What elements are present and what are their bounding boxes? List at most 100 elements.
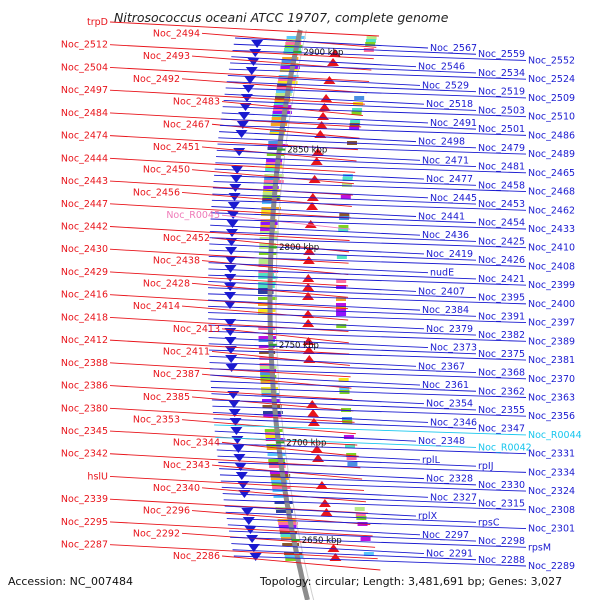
right-leader-line xyxy=(221,112,429,124)
left-gene-label: Noc_2342 xyxy=(61,449,108,460)
right-gene-label: Noc_2559 xyxy=(478,49,525,60)
feature-block xyxy=(351,111,362,115)
feature-block xyxy=(273,105,292,108)
right-leader-line xyxy=(218,137,477,149)
feature-block xyxy=(263,183,278,186)
topology-label: Topology: circular; Length: 3,481,691 bp… xyxy=(259,575,562,588)
left-leader-line xyxy=(181,532,376,548)
feature-block xyxy=(258,261,273,264)
right-gene-label: Noc_2301 xyxy=(528,524,575,535)
left-leader-line xyxy=(109,66,370,82)
right-leader-line xyxy=(224,505,417,517)
scale-tick-label: 2850 kbp xyxy=(287,146,327,156)
feature-block xyxy=(265,162,283,165)
feature-block xyxy=(336,324,347,328)
feature-block xyxy=(282,57,299,60)
feature-block xyxy=(336,312,347,316)
reverse-strand-arrow xyxy=(310,445,323,453)
right-gene-label: Noc_2346 xyxy=(430,417,477,428)
accession-label: Accession: NC_007484 xyxy=(8,575,133,588)
right-leader-line xyxy=(209,237,527,249)
right-leader-line xyxy=(224,93,425,105)
feature-block xyxy=(354,96,365,100)
feature-block xyxy=(365,42,376,46)
right-gene-label: Noc_2445 xyxy=(430,193,477,204)
left-gene-label: Noc_2295 xyxy=(61,517,108,528)
left-leader-line xyxy=(109,521,373,537)
left-leader-line xyxy=(201,260,349,276)
feature-block xyxy=(262,192,277,195)
right-gene-label: Noc_2481 xyxy=(478,162,525,173)
right-leader-line xyxy=(214,168,425,180)
feature-block xyxy=(269,132,285,135)
left-gene-label: Noc_2483 xyxy=(173,97,220,108)
left-gene-label: Noc_2414 xyxy=(133,301,180,312)
right-gene-label: Noc_2529 xyxy=(422,80,469,91)
right-gene-label: Noc_2552 xyxy=(528,55,575,66)
right-gene-label: Noc_2454 xyxy=(478,218,525,229)
reverse-strand-arrow xyxy=(328,49,341,57)
left-leader-line xyxy=(109,339,350,355)
right-gene-label: Noc_2288 xyxy=(478,555,525,566)
right-leader-line xyxy=(217,455,477,467)
right-leader-line xyxy=(208,330,527,342)
right-gene-label: rpsC xyxy=(478,517,500,528)
feature-block xyxy=(274,99,291,102)
forward-strand-arrow xyxy=(224,256,237,264)
right-leader-line xyxy=(225,87,527,99)
feature-block xyxy=(260,225,277,228)
right-gene-label: Noc_2468 xyxy=(528,187,575,198)
feature-block xyxy=(260,372,275,375)
right-leader-line xyxy=(219,474,477,486)
right-leader-line xyxy=(230,536,527,548)
right-gene-label: rpIJ xyxy=(478,461,494,472)
left-gene-label: Noc_2467 xyxy=(163,119,210,130)
scale-tick-label: 2750 kbp xyxy=(279,341,319,351)
feature-block xyxy=(265,435,281,438)
feature-block xyxy=(355,513,366,517)
right-leader-line xyxy=(212,187,429,199)
forward-strand-arrow xyxy=(245,67,258,75)
right-leader-line xyxy=(228,530,477,542)
feature-block xyxy=(276,87,293,90)
right-leader-line xyxy=(232,549,477,561)
reverse-strand-arrow xyxy=(315,481,328,489)
right-gene-label: Noc_2471 xyxy=(422,155,469,166)
right-leader-line xyxy=(209,243,425,255)
right-leader-line xyxy=(212,193,477,205)
right-gene-label: Noc_2486 xyxy=(528,130,575,141)
left-gene-label: Noc_2512 xyxy=(61,40,108,51)
feature-block xyxy=(258,282,276,285)
feature-block xyxy=(266,153,285,156)
reverse-strand-arrow xyxy=(310,157,323,165)
feature-block xyxy=(352,108,363,112)
forward-strand-arrow xyxy=(230,175,243,183)
right-gene-label: Noc_2518 xyxy=(426,99,473,110)
right-leader-line xyxy=(232,50,527,61)
right-gene-label: Noc_2503 xyxy=(478,105,525,116)
left-gene-label: Noc_2339 xyxy=(61,494,108,505)
feature-block xyxy=(268,459,285,462)
left-gene-label: Noc_2411 xyxy=(163,346,210,357)
right-leader-line xyxy=(210,380,477,392)
left-leader-line xyxy=(201,487,367,503)
right-leader-line xyxy=(221,486,429,498)
feature-block xyxy=(264,177,280,180)
forward-strand-arrow xyxy=(226,220,239,228)
reverse-strand-arrow xyxy=(307,418,320,426)
right-leader-line xyxy=(233,43,477,55)
right-gene-label: Noc_2421 xyxy=(478,274,525,285)
feature-block xyxy=(282,543,300,546)
left-leader-line xyxy=(191,396,354,412)
left-gene-label: Noc_2418 xyxy=(61,312,108,323)
feature-block xyxy=(278,78,297,81)
left-gene-label: Noc_2442 xyxy=(61,222,108,233)
left-gene-label: Noc_2474 xyxy=(61,131,108,142)
right-leader-line xyxy=(216,149,421,161)
right-gene-label: Noc_2399 xyxy=(528,280,575,291)
right-gene-label: Noc_2379 xyxy=(426,324,473,335)
right-leader-line xyxy=(208,287,477,299)
feature-block xyxy=(366,36,377,40)
right-gene-label: Noc_2510 xyxy=(528,112,575,123)
feature-block xyxy=(258,345,275,348)
